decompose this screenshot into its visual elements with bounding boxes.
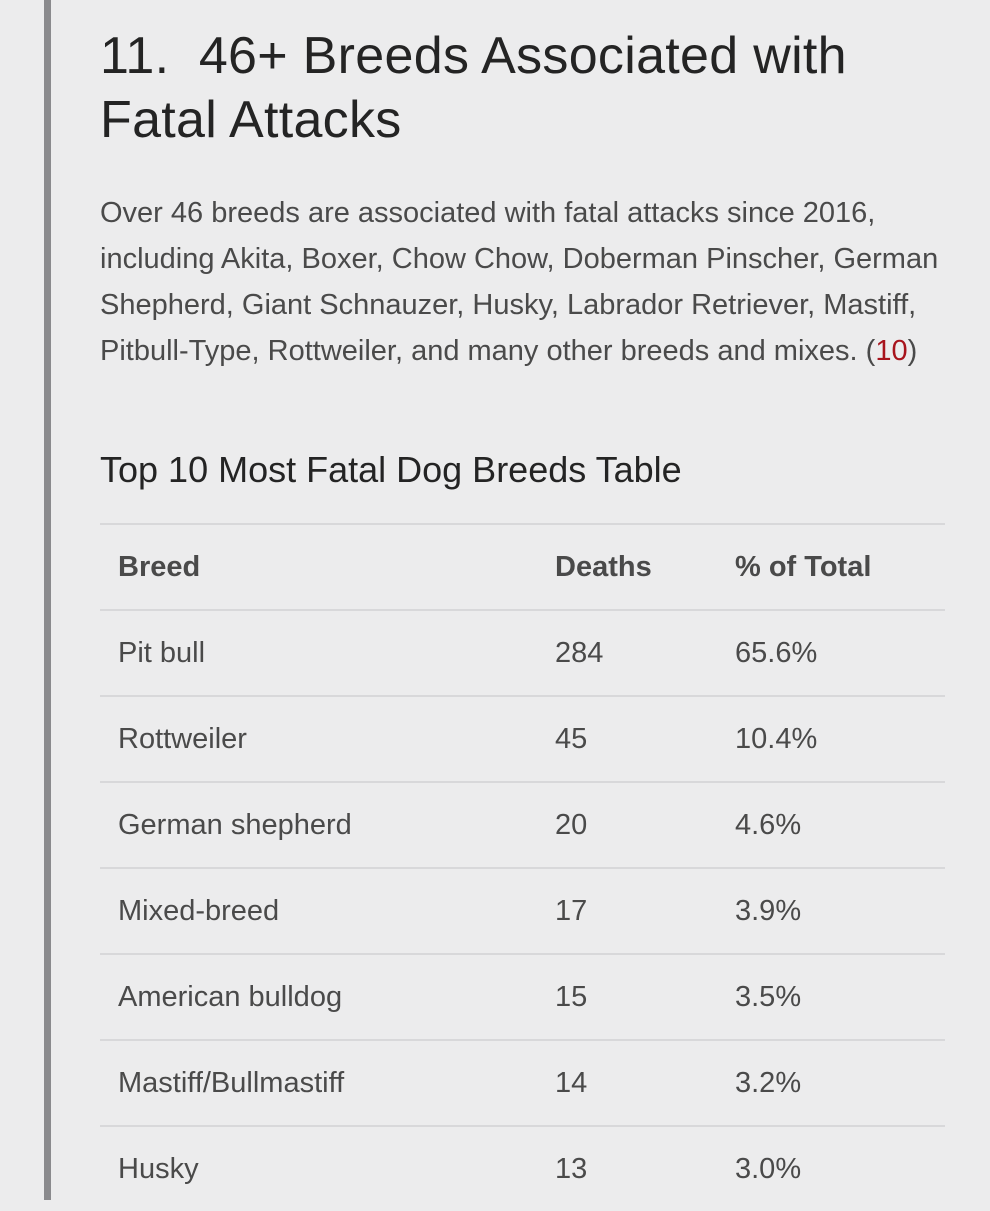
percent-cell: 3.9% [717,867,945,954]
paragraph-text: Over 46 breeds are associated with fatal… [100,197,939,367]
fatal-breeds-table: Breed Deaths % of Total Pit bull 284 65.… [100,523,945,1211]
deaths-cell: 13 [537,1125,717,1211]
blockquote-left-rule [44,0,51,1200]
percent-cell: 10.4% [717,695,945,782]
percent-cell: 4.6% [717,781,945,868]
breed-cell: Mastiff/Bullmastiff [100,1039,537,1126]
breed-cell: Rottweiler [100,695,537,782]
deaths-cell: 17 [537,867,717,954]
section-number: 11. [100,27,170,85]
percent-cell: 3.0% [717,1125,945,1211]
table-row: Pit bull 284 65.6% [100,609,945,696]
table-row: German shepherd 20 4.6% [100,781,945,868]
deaths-cell: 20 [537,781,717,868]
table-row: American bulldog 15 3.5% [100,953,945,1040]
deaths-cell: 45 [537,695,717,782]
citation-link[interactable]: 10 [875,335,908,367]
breed-cell: German shepherd [100,781,537,868]
breed-cell: American bulldog [100,953,537,1040]
column-header-breed: Breed [100,523,537,610]
percent-cell: 3.5% [717,953,945,1040]
table-row: Husky 13 3.0% [100,1125,945,1211]
paragraph-closing: ) [907,335,918,367]
breed-cell: Mixed-breed [100,867,537,954]
percent-cell: 3.2% [717,1039,945,1126]
section-title: 46+ Breeds Associated with Fatal Attacks [100,27,847,149]
deaths-cell: 15 [537,953,717,1040]
table-header-row: Breed Deaths % of Total [100,523,945,610]
percent-cell: 65.6% [717,609,945,696]
deaths-cell: 284 [537,609,717,696]
column-header-deaths: Deaths [537,523,717,610]
section-heading: 11. 46+ Breeds Associated with Fatal Att… [100,24,945,152]
column-header-percent: % of Total [717,523,945,610]
table-row: Rottweiler 45 10.4% [100,695,945,782]
table-title: Top 10 Most Fatal Dog Breeds Table [100,449,682,490]
table-row: Mastiff/Bullmastiff 14 3.2% [100,1039,945,1126]
table-row: Mixed-breed 17 3.9% [100,867,945,954]
breed-cell: Husky [100,1125,537,1211]
breed-cell: Pit bull [100,609,537,696]
section-paragraph: Over 46 breeds are associated with fatal… [100,190,945,374]
deaths-cell: 14 [537,1039,717,1126]
